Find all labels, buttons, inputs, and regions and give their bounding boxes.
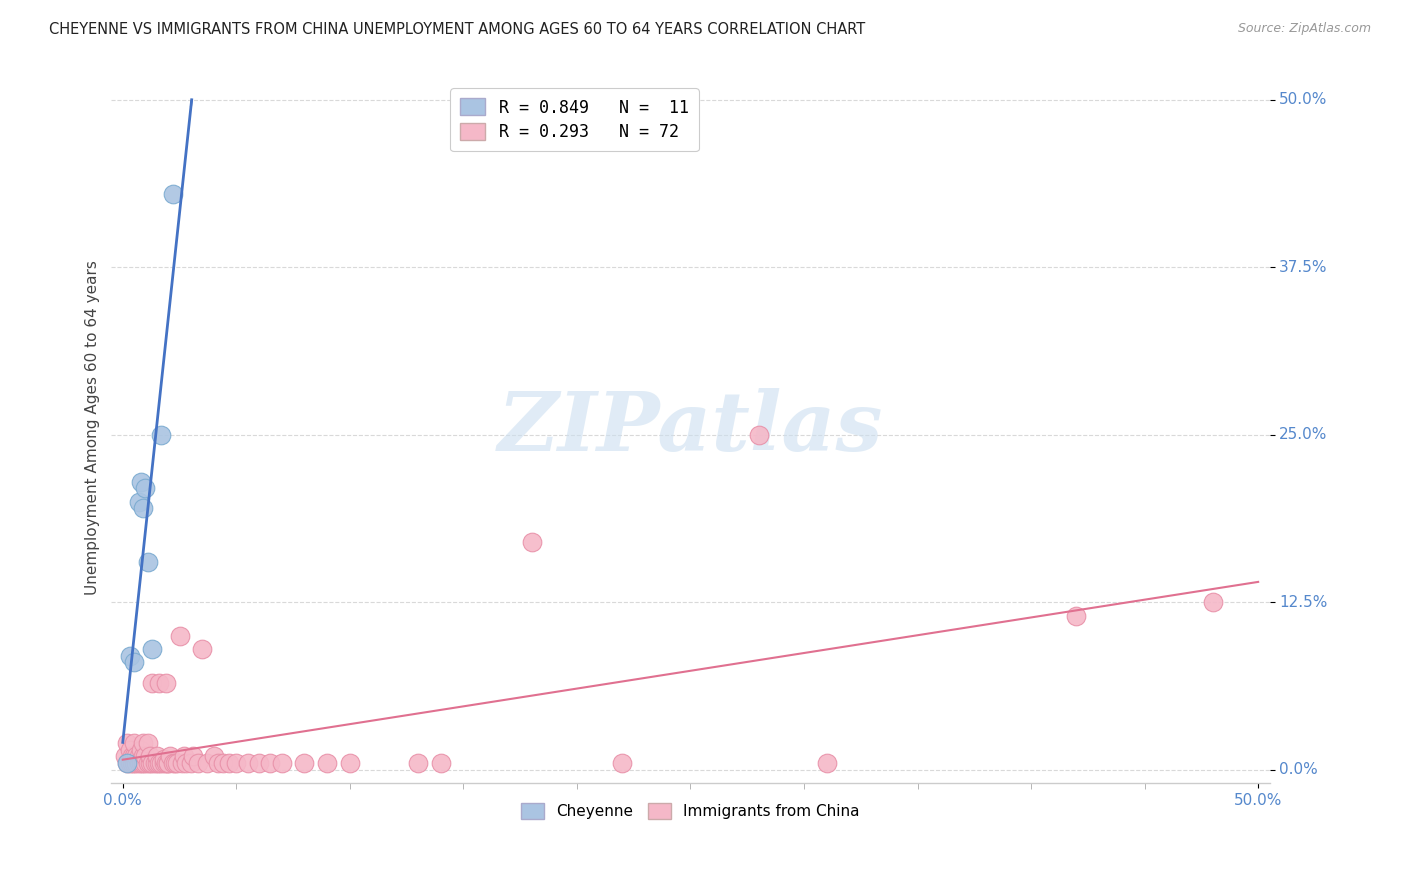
Point xyxy=(136,555,159,569)
Point xyxy=(136,736,159,750)
Point xyxy=(163,756,186,770)
Point xyxy=(117,756,139,770)
Point xyxy=(143,756,166,770)
Point xyxy=(121,756,143,770)
Point xyxy=(146,756,169,770)
Point xyxy=(187,756,209,770)
Point xyxy=(114,749,136,764)
Point xyxy=(152,752,174,766)
Point xyxy=(211,756,233,770)
Point xyxy=(155,675,177,690)
Point xyxy=(122,756,145,770)
Point xyxy=(520,534,543,549)
Point xyxy=(218,756,240,770)
Text: ZIPatlas: ZIPatlas xyxy=(498,388,883,468)
Point xyxy=(152,756,174,770)
Point xyxy=(134,749,156,764)
Point xyxy=(180,756,202,770)
Point xyxy=(125,749,148,764)
Point xyxy=(162,186,184,201)
Point xyxy=(128,749,150,764)
Point xyxy=(157,756,180,770)
Point xyxy=(1202,595,1225,609)
Point xyxy=(128,756,150,770)
Point xyxy=(150,756,173,770)
Point xyxy=(141,642,163,657)
Point xyxy=(132,749,155,764)
Point xyxy=(270,756,292,770)
Point xyxy=(121,749,143,764)
Point xyxy=(294,756,316,770)
Point xyxy=(157,756,180,770)
Point xyxy=(146,749,169,764)
Point xyxy=(132,501,155,516)
Point xyxy=(132,736,155,750)
Point xyxy=(128,494,150,508)
Point xyxy=(207,756,229,770)
Point xyxy=(225,756,247,770)
Point xyxy=(134,481,156,495)
Point xyxy=(159,749,181,764)
Text: Source: ZipAtlas.com: Source: ZipAtlas.com xyxy=(1237,22,1371,36)
Point xyxy=(169,629,191,643)
Legend: Cheyenne, Immigrants from China: Cheyenne, Immigrants from China xyxy=(515,797,866,825)
Point xyxy=(139,749,162,764)
Text: CHEYENNE VS IMMIGRANTS FROM CHINA UNEMPLOYMENT AMONG AGES 60 TO 64 YEARS CORRELA: CHEYENNE VS IMMIGRANTS FROM CHINA UNEMPL… xyxy=(49,22,866,37)
Point xyxy=(134,756,156,770)
Point xyxy=(1066,608,1088,623)
Point xyxy=(139,756,162,770)
Point xyxy=(129,475,152,489)
Point xyxy=(148,675,170,690)
Point xyxy=(191,642,214,657)
Point xyxy=(117,736,139,750)
Point xyxy=(429,756,451,770)
Point xyxy=(132,756,155,770)
Point xyxy=(166,756,188,770)
Point xyxy=(125,756,148,770)
Point xyxy=(195,756,218,770)
Point xyxy=(259,756,281,770)
Point xyxy=(129,742,152,756)
Point xyxy=(181,749,204,764)
Point xyxy=(162,756,184,770)
Point xyxy=(339,756,361,770)
Point xyxy=(748,427,770,442)
Y-axis label: Unemployment Among Ages 60 to 64 years: Unemployment Among Ages 60 to 64 years xyxy=(86,260,100,596)
Point xyxy=(118,648,141,663)
Point xyxy=(141,675,163,690)
Point xyxy=(136,756,159,770)
Point xyxy=(236,756,259,770)
Point xyxy=(150,427,173,442)
Point xyxy=(170,756,193,770)
Point xyxy=(122,656,145,670)
Point xyxy=(129,756,152,770)
Point xyxy=(141,756,163,770)
Point xyxy=(247,756,270,770)
Point xyxy=(118,742,141,756)
Point xyxy=(316,756,339,770)
Point xyxy=(122,736,145,750)
Point xyxy=(148,756,170,770)
Point xyxy=(815,756,838,770)
Point xyxy=(176,756,198,770)
Point xyxy=(406,756,429,770)
Point xyxy=(117,756,139,770)
Point xyxy=(155,756,177,770)
Point xyxy=(173,749,195,764)
Point xyxy=(612,756,634,770)
Point xyxy=(122,749,145,764)
Point xyxy=(118,756,141,770)
Point xyxy=(202,749,225,764)
